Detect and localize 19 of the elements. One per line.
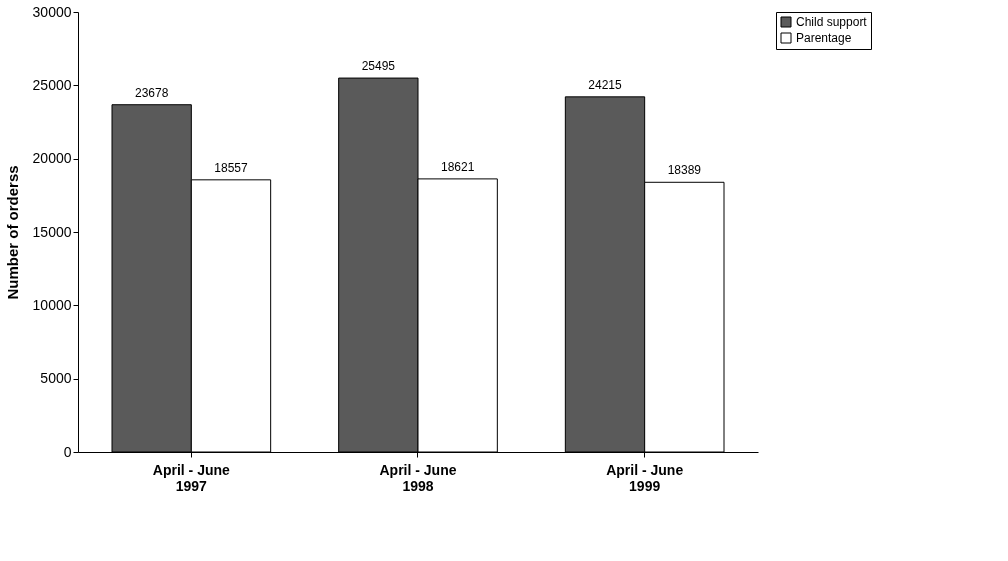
x-tick-label: April - June 1998 bbox=[379, 461, 457, 494]
data-label: 25495 bbox=[361, 59, 396, 74]
data-label: 18621 bbox=[440, 159, 475, 174]
x-tick-label: April - June 1997 bbox=[152, 461, 231, 494]
legend-label: Child support bbox=[796, 15, 868, 29]
y-tick-label: 30000 bbox=[32, 3, 72, 20]
legend-label: Parentage bbox=[796, 31, 852, 45]
data-label: 24215 bbox=[588, 77, 623, 92]
data-label: 18557 bbox=[214, 160, 249, 175]
y-tick-label: 10000 bbox=[32, 296, 72, 313]
y-tick-label: 20000 bbox=[32, 150, 72, 167]
x-tick-label: April - June 1999 bbox=[606, 461, 684, 494]
data-label: 18389 bbox=[667, 163, 702, 178]
data-label: 23678 bbox=[134, 85, 169, 100]
y-axis-title: Number of orderss bbox=[3, 165, 21, 300]
y-tick-label: 0 bbox=[63, 443, 72, 460]
y-tick-label: 25000 bbox=[32, 76, 72, 93]
y-tick-label: 5000 bbox=[40, 370, 72, 387]
y-tick-label: 15000 bbox=[32, 223, 72, 240]
